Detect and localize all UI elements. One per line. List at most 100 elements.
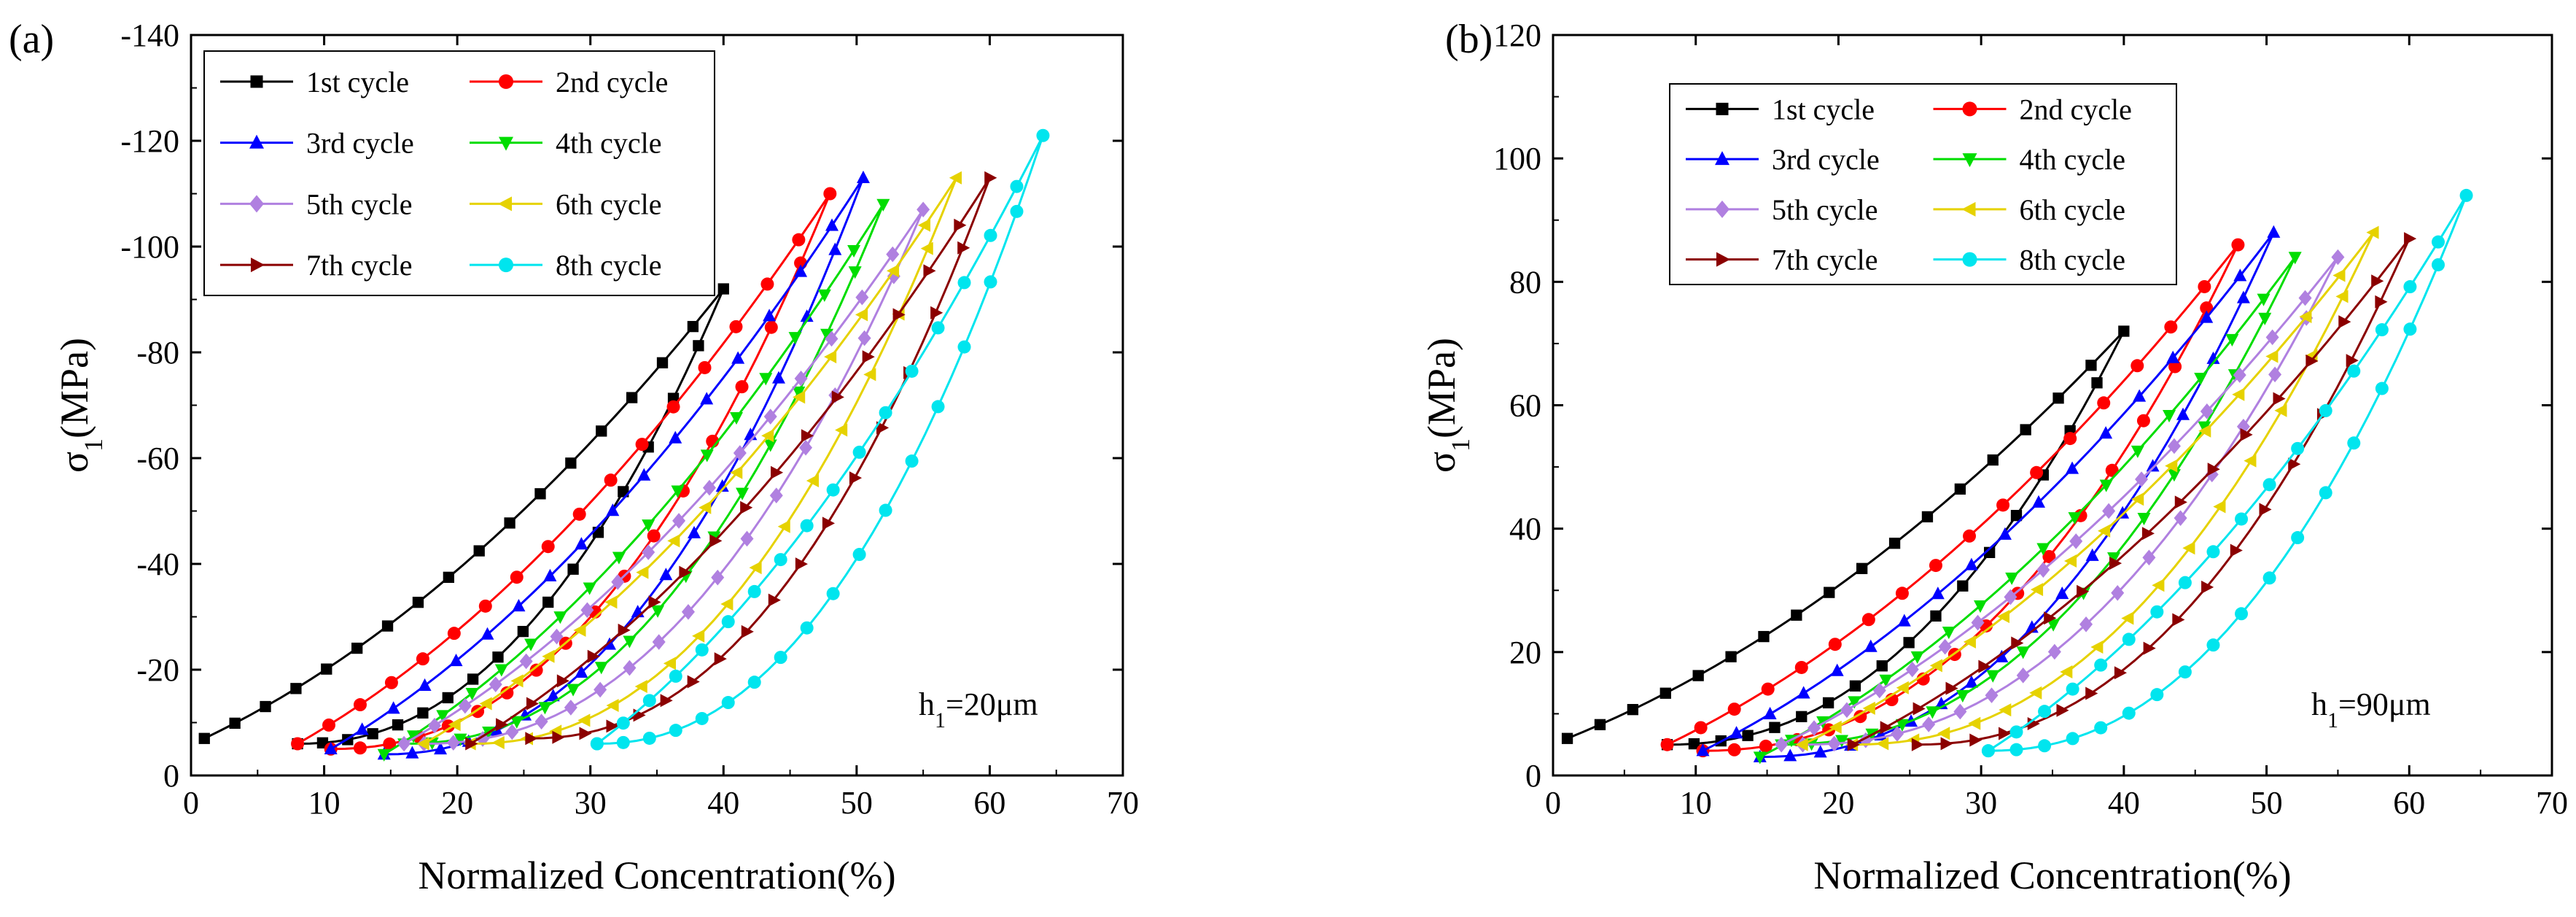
series-marker [2233, 367, 2246, 383]
series-marker [321, 663, 332, 675]
series-marker [642, 731, 656, 745]
series-marker [2141, 527, 2155, 541]
series-marker [1922, 716, 1936, 732]
series-marker [2038, 705, 2052, 719]
x-tick-label: 30 [575, 785, 607, 821]
series-marker [446, 735, 460, 751]
series-marker [1895, 719, 1909, 732]
series-marker [709, 534, 723, 548]
series-marker [857, 330, 871, 347]
series-marker [1964, 675, 1978, 688]
series-marker [510, 716, 524, 729]
series-marker [1953, 703, 1967, 720]
series-marker [741, 624, 754, 638]
series-marker [1861, 613, 1875, 627]
series-marker [2194, 373, 2208, 386]
series-marker [1753, 751, 1767, 765]
series-marker [546, 689, 560, 702]
series-marker [2150, 688, 2164, 702]
series-marker [2288, 457, 2301, 471]
series-marker [763, 309, 777, 322]
series-marker [580, 602, 594, 619]
series-marker [1827, 735, 1841, 752]
series-marker [579, 727, 592, 740]
series-marker [1822, 697, 1834, 709]
series-marker [711, 569, 725, 586]
series-marker [510, 570, 524, 584]
series-marker [2366, 225, 2379, 239]
series-marker [2150, 605, 2164, 619]
series-marker [618, 623, 631, 637]
series-marker [855, 289, 869, 306]
series-marker [2164, 320, 2178, 334]
series-marker [1995, 649, 2009, 662]
series-marker [740, 530, 754, 547]
series-marker [2240, 427, 2253, 441]
series-marker [679, 565, 692, 579]
series-marker [1938, 638, 1952, 655]
series-marker [479, 697, 492, 711]
series-marker [1660, 738, 1674, 751]
series-line [1802, 231, 2375, 746]
series-marker [831, 390, 844, 404]
series-marker [671, 485, 685, 498]
series-marker [198, 732, 210, 744]
series-marker [1797, 686, 1810, 699]
series-marker [1969, 733, 1982, 747]
series-marker [434, 741, 448, 755]
legend-label: 8th cycle [2020, 244, 2126, 276]
series-marker [1835, 735, 1849, 748]
series-marker [1796, 711, 1808, 722]
series-marker [695, 711, 709, 725]
series-marker [384, 676, 398, 689]
series-marker [1940, 737, 1953, 751]
series-marker [2047, 643, 2061, 660]
series-marker [848, 266, 862, 279]
series-marker [984, 228, 997, 242]
chart-panel-a: 0 10 20 30 40 50 60 70 0 -20 -40 -60 -80 -100 -120 -140… [9, 17, 1139, 897]
y-tick-label: -100 [120, 229, 179, 265]
series-marker [2274, 403, 2287, 417]
series-marker [855, 308, 868, 322]
series-marker [1853, 710, 1867, 724]
series-marker [2055, 586, 2069, 600]
series-marker [1985, 687, 1999, 703]
legend-marker [249, 195, 264, 213]
series-5 [1775, 249, 2345, 753]
series-marker [2265, 329, 2279, 346]
series-marker [2133, 389, 2147, 402]
series-marker [2375, 295, 2388, 309]
series-marker [794, 371, 808, 387]
series-marker [1759, 739, 1773, 753]
series-marker [1916, 672, 1930, 686]
series-marker [494, 664, 508, 677]
series-marker [771, 465, 784, 479]
series-marker [465, 688, 479, 701]
series-marker [587, 649, 600, 663]
series-marker [2056, 703, 2069, 717]
series-marker [1986, 670, 2000, 683]
series-marker [2163, 409, 2176, 423]
series-marker [1963, 635, 1976, 649]
series-marker [1999, 703, 2012, 717]
series-marker [2005, 572, 2019, 585]
legend-marker [1962, 101, 1977, 117]
series-marker [473, 545, 485, 557]
series-marker [2102, 503, 2116, 519]
series-marker [567, 563, 579, 575]
series-marker [792, 386, 806, 399]
series-marker [290, 683, 302, 694]
legend-label: 7th cycle [306, 249, 413, 282]
series-marker [917, 201, 930, 218]
series-marker [652, 634, 666, 650]
series-marker [575, 537, 588, 550]
series-marker [763, 409, 777, 425]
series-3 [1696, 225, 2281, 762]
series-marker [666, 400, 680, 414]
series-marker [2109, 557, 2122, 570]
series-marker [920, 241, 933, 255]
series-marker [2090, 640, 2104, 654]
series-marker [863, 368, 876, 382]
legend-marker [251, 258, 265, 273]
series-marker [2032, 495, 2046, 508]
